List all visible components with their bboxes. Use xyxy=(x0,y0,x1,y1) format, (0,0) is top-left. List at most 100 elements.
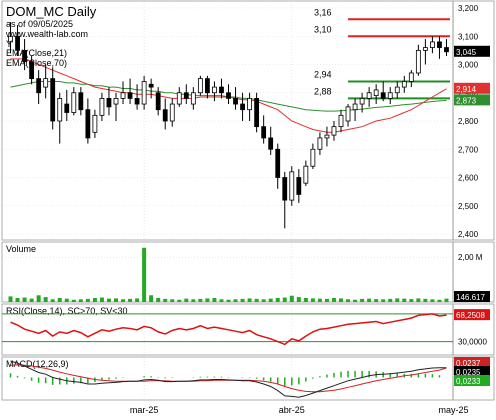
volume-bar xyxy=(149,295,154,302)
candle-up xyxy=(338,114,344,128)
volume-bar xyxy=(268,298,273,302)
price-tick-label: 2,600 xyxy=(458,174,479,183)
volume-frame xyxy=(1,241,454,303)
rsi-last-tag: 68,2508 xyxy=(456,311,485,320)
candle-down xyxy=(162,109,168,122)
candle-up xyxy=(394,86,400,94)
candle-up xyxy=(169,103,175,122)
candle-up xyxy=(310,148,316,167)
candle-up xyxy=(176,92,182,105)
volume-bar xyxy=(388,298,393,302)
volume-bar xyxy=(395,298,400,302)
candle-up xyxy=(212,86,217,94)
volume-bar xyxy=(85,298,90,302)
volume-bar xyxy=(99,297,104,302)
candle-up xyxy=(366,92,372,99)
candle-up xyxy=(113,98,119,105)
candle-up xyxy=(331,126,337,136)
candle-down xyxy=(36,78,42,94)
volume-bar xyxy=(339,298,344,302)
macd-value-tag: 0,0237 xyxy=(456,359,481,368)
candle-down xyxy=(50,78,56,122)
candle-up xyxy=(408,72,414,82)
volume-title: Volume xyxy=(6,244,36,254)
volume-bar xyxy=(15,297,20,302)
right-axis: 3,2003,1003,0002,9002,8002,7002,6002,500… xyxy=(454,4,490,386)
level-label: 3,10 xyxy=(314,24,332,34)
volume-bar xyxy=(106,298,111,302)
volume-bar xyxy=(212,297,217,302)
candle-up xyxy=(422,47,428,51)
volume-last-tag-bg xyxy=(454,291,490,302)
candle-up xyxy=(120,92,126,99)
volume-bar xyxy=(275,297,280,302)
ema21-tag-bg xyxy=(454,82,490,94)
candle-up xyxy=(401,81,407,88)
volume-bar xyxy=(289,295,294,302)
candle-down xyxy=(15,35,20,51)
candle-down xyxy=(261,126,267,139)
volume-bar xyxy=(247,298,252,302)
volume-bar xyxy=(367,298,372,302)
price-tick-label: 2,500 xyxy=(458,202,479,211)
macd-hist-tag: 0,0233 xyxy=(456,377,481,386)
candle-down xyxy=(29,61,35,80)
x-tick-label: may-25 xyxy=(439,405,469,415)
volume-bar xyxy=(184,298,189,302)
candle-up xyxy=(92,114,98,133)
volume-bar xyxy=(177,299,182,302)
volume-bar xyxy=(317,298,322,302)
volume-bar xyxy=(64,298,69,302)
volume-bar xyxy=(296,297,301,302)
volume-bar xyxy=(128,298,133,302)
chart-title: DOM_MC Daily xyxy=(6,4,97,19)
volume-bar xyxy=(8,296,13,302)
x-axis: mar-25 abr-25 may-25 xyxy=(130,405,469,415)
macd-hist-tag-bg xyxy=(454,375,490,386)
macd-signal-tag-bg xyxy=(454,366,490,377)
volume-bar xyxy=(156,297,161,302)
macd-title: MACD(12,26,9) xyxy=(6,359,69,369)
volume-bar xyxy=(226,299,231,302)
volume-bar xyxy=(191,299,196,302)
volume-bar xyxy=(423,298,428,302)
macd-value-tag-bg xyxy=(454,357,490,368)
volume-bar xyxy=(444,298,449,302)
volume-bar xyxy=(205,298,210,302)
as-of-date: as of 09/05/2025 xyxy=(6,19,73,29)
grid-lines xyxy=(2,1,454,400)
volume-bar xyxy=(43,297,48,302)
volume-bar xyxy=(303,297,308,302)
price-tick-label: 2,400 xyxy=(458,230,479,239)
volume-bar xyxy=(121,299,126,302)
volume-tick-label: 2,00 M xyxy=(458,253,483,262)
x-tick-label: mar-25 xyxy=(130,405,159,415)
candle-down xyxy=(380,92,386,99)
candle-up xyxy=(352,103,358,111)
volume-bar xyxy=(142,247,147,302)
candle-up xyxy=(43,78,49,88)
volume-bar xyxy=(78,299,83,302)
candle-down xyxy=(444,47,449,53)
candle-up xyxy=(99,98,105,116)
candle-up xyxy=(289,171,295,201)
candle-down xyxy=(134,98,140,105)
ema21-legend: EMA(Close,21) xyxy=(6,48,67,58)
volume-bar xyxy=(324,298,329,302)
macd-line xyxy=(10,360,447,398)
volume-bar xyxy=(240,298,245,302)
rsi-title: RSI(Close,14), SC>70, SV<30 xyxy=(6,306,128,316)
last-price-tag-bg xyxy=(454,45,490,57)
volume-bar xyxy=(163,298,168,302)
volume-bar xyxy=(346,299,351,302)
candle-down xyxy=(268,137,274,150)
candle-down xyxy=(64,103,70,113)
price-axis-frame xyxy=(452,0,495,241)
rsi-panel: RSI(Close,14), SC>70, SV<30 xyxy=(2,306,453,346)
ema70-tag: 2,873 xyxy=(456,96,477,105)
volume-last-tag: 146.617 xyxy=(456,293,485,302)
candle-down xyxy=(127,92,133,99)
volume-bar xyxy=(381,299,386,302)
candle-up xyxy=(324,134,330,139)
rsi-tick-label: 30,0000 xyxy=(458,338,487,347)
